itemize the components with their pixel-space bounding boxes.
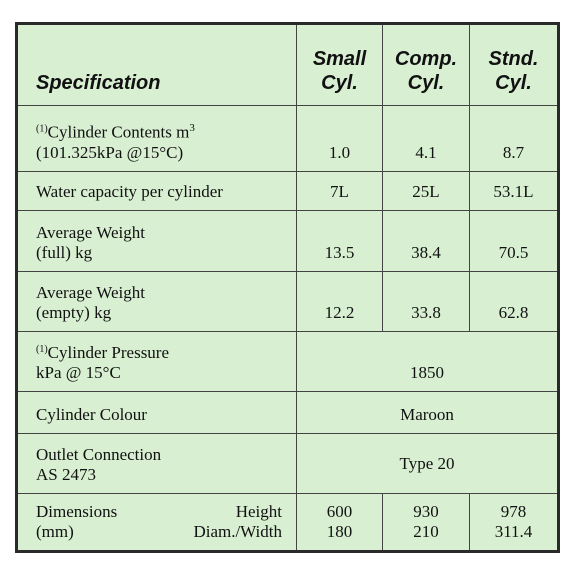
value-cell: 978 311.4 [469,493,559,552]
header-text: Cyl. [321,72,358,94]
label-cell: Average Weight (full) kg [16,210,297,272]
row: Dimensions Height (mm) Diam./Width 600 180 … [16,493,559,552]
value-cell: 62.8 [469,271,559,332]
note: (1) [36,344,48,355]
header-text: Cyl. [407,72,445,94]
row: (1)Cylinder Contents m3 (101.325kPa @15°C… [16,105,559,172]
value-cell: Maroon [296,391,559,434]
label-text: kPa @ 15°C [36,363,121,382]
row: Water capacity per cylinder 7L 25L 53.1L [16,171,559,211]
value-cell: 1.0 [296,105,383,172]
label-cell: (1)Cylinder Contents m3 (101.325kPa @15°C… [16,105,297,172]
label-text: (full) kg [36,243,93,262]
label-cell: Outlet Connection AS 2473 [16,433,297,494]
label-line: Dimensions Height [36,502,282,522]
header-cell: Comp. Cyl. [382,23,470,106]
row: Average Weight (full) kg 13.5 38.4 70.5 [16,210,559,272]
label-cell: Dimensions Height (mm) Diam./Width [16,493,297,552]
value-text: 180 [326,522,353,541]
spec-table: Specification Small Cyl. Comp. Cyl. Stnd. C… [15,22,560,553]
value-cell: 8.7 [469,105,559,172]
label-text: (mm) [36,522,74,541]
value-cell: 38.4 [382,210,470,272]
value-cell: 1850 [296,331,559,392]
note: (1) [36,124,48,135]
value-cell: 7L [296,171,383,211]
value-cell: Type 20 [296,433,559,494]
header-cell: Stnd. Cyl. [469,23,559,106]
value-text: 930 [413,502,439,521]
value-cell: 33.8 [382,271,470,332]
value-text: 600 [326,502,353,521]
superscript: 3 [189,122,195,135]
value-cell: 13.5 [296,210,383,272]
label-line: (mm) Diam./Width [36,522,282,542]
label-text: Height [235,502,282,521]
row: Average Weight (empty) kg 12.2 33.8 62.8 [16,271,559,332]
label-text: Average Weight [36,283,145,302]
value-cell: 600 180 [296,493,383,552]
value-cell: 4.1 [382,105,470,172]
label-text: Outlet Connection [36,445,162,464]
row: Outlet Connection AS 2473 Type 20 [16,433,559,494]
value-cell: 930 210 [382,493,470,552]
label-text: Average Weight [36,223,145,242]
label-cell: Average Weight (empty) kg [16,271,297,332]
header-text: Comp. [394,48,458,70]
value-cell: 53.1L [469,171,559,211]
label-text: Cylinder Contents m [47,123,190,142]
label-cell: Water capacity per cylinder [16,171,297,211]
label-text: Diam./Width [193,522,282,541]
header-cell: Small Cyl. [296,23,383,106]
label-text: Dimensions [36,502,118,521]
label-text: AS 2473 [36,465,96,484]
label-text: Cylinder Pressure [47,343,170,362]
value-cell: 12.2 [296,271,383,332]
header-row: Specification Small Cyl. Comp. Cyl. Stnd. C… [16,23,559,106]
value-cell: 25L [382,171,470,211]
header-cell: Specification [16,23,297,106]
row: Cylinder Colour Maroon [16,391,559,434]
label-cell: Cylinder Colour [16,391,297,434]
row: (1)Cylinder Pressure kPa @ 15°C 1850 [16,331,559,392]
value-text: 210 [413,522,439,541]
header-text: Small [312,48,367,70]
value-text: 978 [500,502,527,521]
header-text: Cyl. [495,72,532,94]
label-text: (101.325kPa @15°C) [36,143,184,162]
label-text: (empty) kg [36,303,112,322]
value-cell: 70.5 [469,210,559,272]
header-text: Stnd. [488,48,539,70]
label-cell: (1)Cylinder Pressure kPa @ 15°C [16,331,297,392]
value-text: 311.4 [494,522,533,541]
